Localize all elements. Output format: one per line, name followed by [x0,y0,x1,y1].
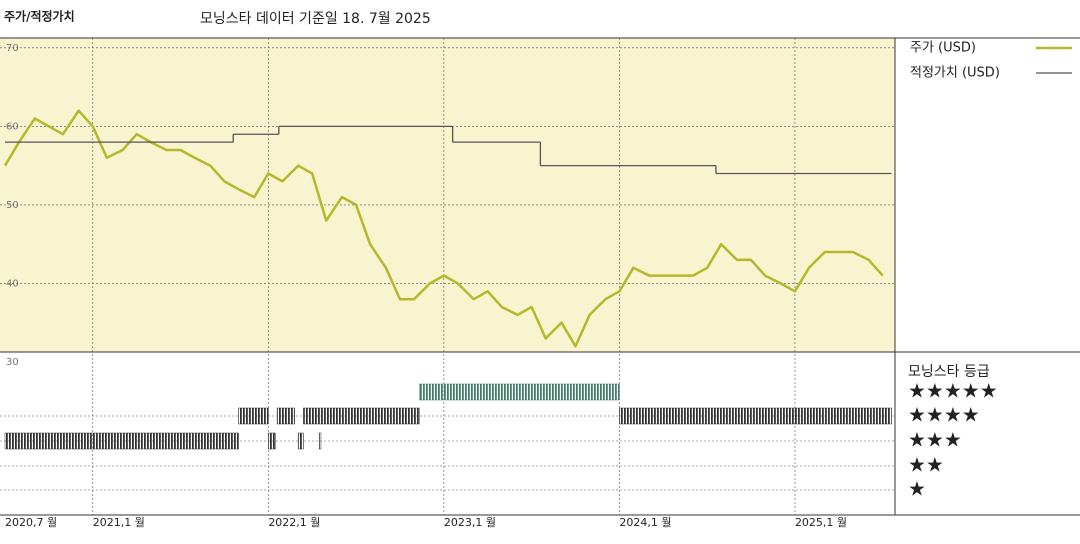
legend-label: 주가 (USD) [910,41,976,56]
chart-title: 주가/적정가치 [4,9,75,24]
rating-bar [419,383,620,401]
rating-label: ★★★★★ [908,379,998,403]
plot-background [0,38,895,352]
y-tick-label: 30 [6,357,19,368]
x-tick-label: 2020,7 월 [5,516,57,529]
rating-bar [619,407,892,425]
rating-bar [238,407,269,425]
chart-subtitle: 모닝스타 데이터 기준일 18. 7월 2025 [200,11,431,27]
rating-title: 모닝스타 등급 [908,364,990,380]
rating-label: ★★★★ [908,403,980,427]
rating-bar [268,432,276,450]
rating-bar [4,432,239,450]
rating-label: ★★★ [908,428,962,452]
rating-bar [297,432,304,450]
y-tick-label: 70 [6,43,19,54]
rating-label: ★ [908,477,926,501]
x-tick-label: 2021,1 월 [93,516,145,529]
y-tick-label: 50 [6,200,19,211]
x-tick-label: 2022,1 월 [268,516,320,529]
rating-bar [303,407,420,425]
y-tick-label: 40 [6,278,19,289]
x-tick-label: 2024,1 월 [619,516,671,529]
rating-bar [318,432,322,450]
rating-label: ★★ [908,453,944,477]
x-tick-label: 2025,1 월 [795,516,847,529]
legend-label: 적정가치 (USD) [910,66,1000,81]
y-tick-label: 60 [6,121,19,132]
rating-bar [276,407,295,425]
x-tick-label: 2023,1 월 [444,516,496,529]
